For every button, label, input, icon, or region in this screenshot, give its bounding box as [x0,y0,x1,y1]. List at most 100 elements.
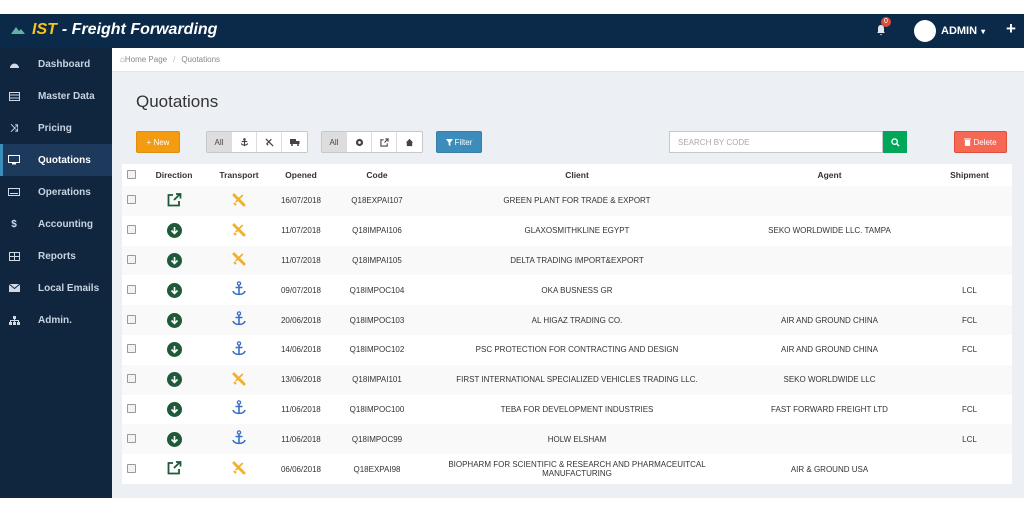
code-cell[interactable]: Q18IMPOC102 [349,345,405,355]
sidebar-item-label: Pricing [38,122,72,134]
column-header[interactable]: Agent [732,164,927,186]
row-checkbox[interactable] [126,195,136,205]
toolbar: + New All All Filter SEARCH BY CODE [136,131,1011,153]
row-select-cell [122,335,140,365]
breadcrumb-separator: / [173,55,176,64]
column-header[interactable]: Direction [140,164,208,186]
shipment-cell: FCL [961,345,978,355]
table-row[interactable]: 11/07/2018 Q18IMPAI106 GLAXOSMITHKLINE EGY… [122,216,1012,246]
row-checkbox[interactable] [126,254,136,264]
monitor-icon [8,154,20,166]
column-header[interactable]: Transport [208,164,270,186]
code-cell[interactable]: Q18IMPOC99 [332,424,422,455]
import-filter-button[interactable] [347,132,372,152]
column-header[interactable]: Opened [270,164,332,186]
shipment-cell [927,216,1012,246]
code-cell[interactable]: Q18IMPAI101 [332,364,422,395]
select-all-checkbox[interactable] [126,169,136,179]
notifications-bell[interactable]: 0 [876,17,891,41]
code-cell[interactable]: Q18IMPAI106 [352,226,402,236]
row-checkbox[interactable] [126,225,136,235]
table-row[interactable]: 11/06/2018 Q18IMPOC99 HOLW ELSHAM LCL [122,424,1012,455]
search-button[interactable] [883,131,907,153]
sidebar-item-quotations[interactable]: Quotations [0,144,112,176]
code-cell[interactable]: Q18IMPOC103 [332,305,422,335]
table-row[interactable]: 20/06/2018 Q18IMPOC103 AL HIGAZ TRADING CO… [122,305,1012,335]
table-row[interactable]: 09/07/2018 Q18IMPOC104 OKA BUSNESS GR LCL [122,275,1012,305]
row-checkbox[interactable] [126,284,136,294]
client-cell: HOLW ELSHAM [422,424,732,455]
shipment-cell [927,186,1012,216]
land-filter-button[interactable] [282,132,307,152]
envelope-icon [8,282,20,294]
row-checkbox[interactable] [126,403,136,413]
row-select-cell [122,216,140,246]
transport-filter-group: All [206,131,308,153]
filter-button[interactable]: Filter [436,131,482,153]
table-row[interactable]: 14/06/2018 Q18IMPOC102 PSC PROTECTION FOR … [122,335,1012,365]
funnel-icon [445,138,453,146]
sidebar-item-admin[interactable]: Admin. [0,304,112,336]
code-cell[interactable]: Q18IMPOC100 [349,404,405,414]
transport-all-button[interactable]: All [207,132,232,152]
row-checkbox[interactable] [126,433,136,443]
row-select-cell [122,186,140,216]
search-input[interactable]: SEARCH BY CODE [669,131,883,153]
breadcrumb-home[interactable]: Home Page [124,55,168,64]
sidebar-item-accounting[interactable]: $ Accounting [0,208,112,240]
code-cell[interactable]: Q18IMPOC104 [349,285,405,295]
table-row[interactable]: 13/06/2018 Q18IMPAI101 FIRST INTERNATIONAL… [122,364,1012,395]
client-cell: GLAXOSMITHKLINE EGYPT [524,226,630,236]
row-select-cell [122,395,140,425]
row-select-cell [122,454,140,484]
agent-cell: AIR AND GROUND CHINA [732,305,927,335]
sidebar-item-master-data[interactable]: Master Data [0,80,112,112]
column-header[interactable]: Client [422,164,732,186]
table-row[interactable]: 11/06/2018 Q18IMPOC100 TEBA FOR DEVELOPMEN… [122,395,1012,425]
sidebar-item-pricing[interactable]: ⤨ Pricing [0,112,112,144]
table-row[interactable]: 11/07/2018 Q18IMPAI105 DELTA TRADING IMPOR… [122,245,1012,276]
direction-filter-group: All [321,131,423,153]
direction-cell [140,305,208,335]
row-checkbox[interactable] [126,344,136,354]
user-menu[interactable]: ADMIN ▾ [914,20,985,42]
bell-icon [877,25,885,36]
sidebar-item-dashboard[interactable]: Dashboard [0,48,112,80]
breadcrumb-current: Quotations [181,55,221,64]
table-row[interactable]: 06/06/2018 Q18EXPAI98 BIOPHARM FOR SCIENTI… [122,454,1012,484]
code-cell[interactable]: Q18IMPAI105 [332,245,422,276]
sidebar-item-label: Dashboard [38,58,91,70]
code-cell[interactable]: Q18EXPAI107 [332,186,422,216]
transport-cell [208,364,270,395]
export-filter-button[interactable] [372,132,397,152]
shipment-cell [927,454,1012,484]
new-button[interactable]: + New [136,131,180,153]
add-icon[interactable]: + [1006,19,1016,38]
sidebar-item-reports[interactable]: Reports [0,240,112,272]
row-checkbox[interactable] [126,314,136,324]
direction-all-button[interactable]: All [322,132,347,152]
home-filter-button[interactable] [397,132,422,152]
code-cell[interactable]: Q18EXPAI98 [353,464,401,474]
air-filter-button[interactable] [257,132,282,152]
row-checkbox[interactable] [126,374,136,384]
brand-logo[interactable]: IST - Freight Forwarding [10,21,217,39]
shipment-cell: LCL [962,285,977,295]
table-row[interactable]: 16/07/2018 Q18EXPAI107 GREEN PLANT FOR TRA… [122,186,1012,216]
sidebar-item-local-emails[interactable]: Local Emails [0,272,112,304]
logo-icon [11,27,25,34]
delete-button[interactable]: Delete [954,131,1007,153]
row-checkbox[interactable] [126,463,136,473]
row-select-cell [122,424,140,455]
sea-filter-button[interactable] [232,132,257,152]
sidebar-item-operations[interactable]: Operations [0,176,112,208]
client-cell: DELTA TRADING IMPORT&EXPORT [422,245,732,276]
direction-cell [140,216,208,246]
client-cell: BIOPHARM FOR SCIENTIFIC & RESEARCH AND P… [448,460,706,479]
filter-label: Filter [454,137,473,147]
column-header[interactable]: Shipment [927,164,1012,186]
arrow-down-circle-icon [166,282,182,298]
plane-icon [264,137,274,147]
row-select-cell [122,275,140,305]
column-header[interactable]: Code [332,164,422,186]
